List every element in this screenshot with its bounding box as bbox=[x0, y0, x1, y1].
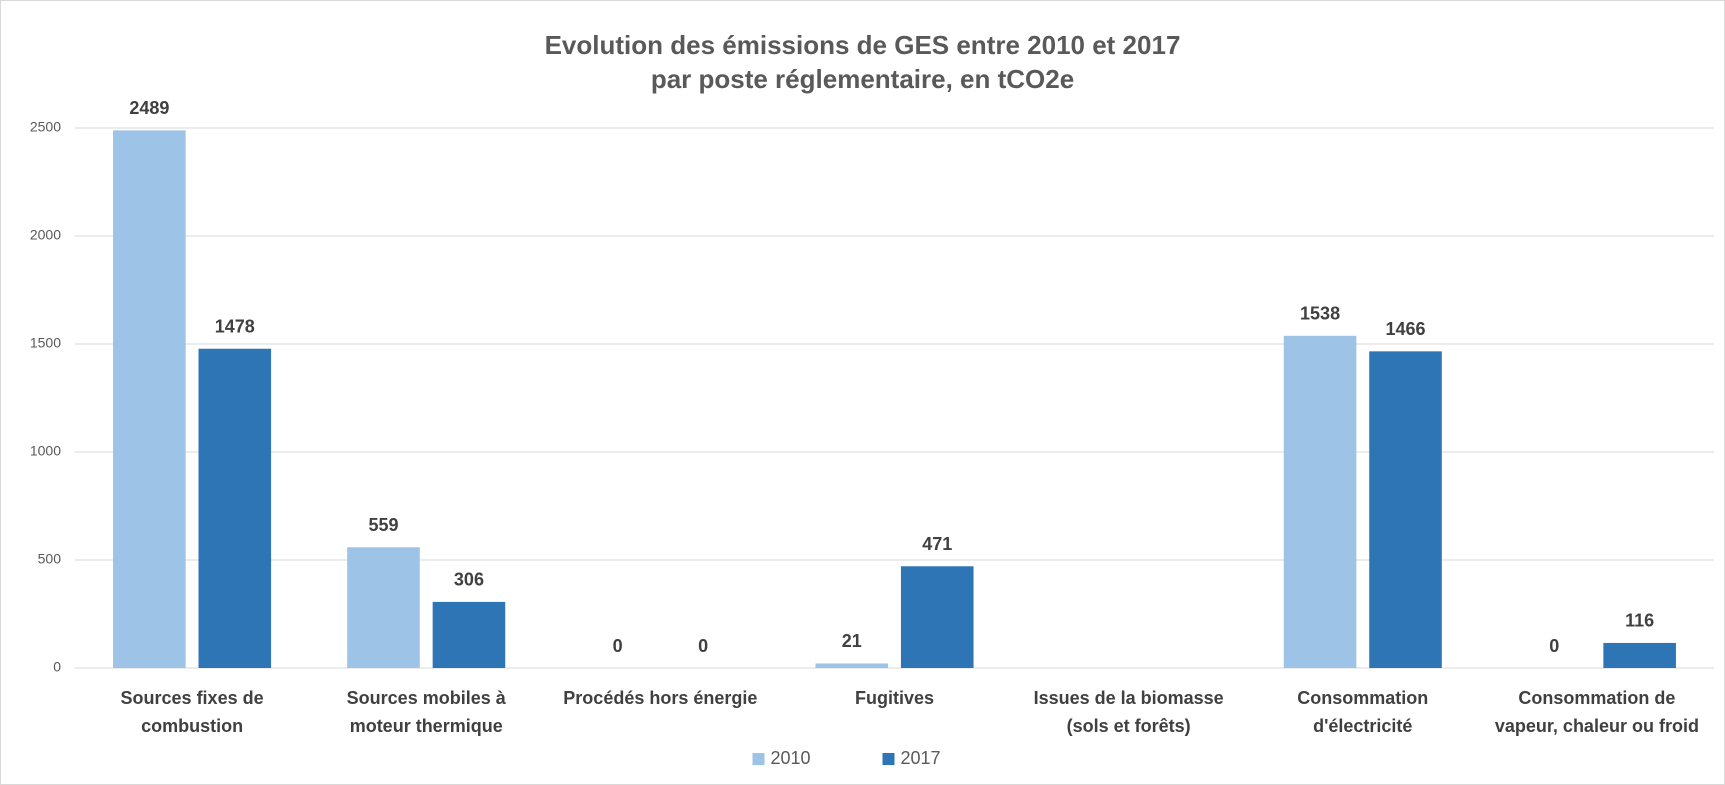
x-tick-label: Consommation de vapeur, chaleur ou froid bbox=[1494, 688, 1699, 736]
bar bbox=[900, 566, 974, 668]
data-label: 0 bbox=[1549, 636, 1559, 656]
x-tick-label: Fugitives bbox=[854, 688, 934, 708]
data-label: 116 bbox=[1625, 611, 1654, 631]
y-tick-label: 500 bbox=[38, 551, 62, 567]
y-tick-label: 2000 bbox=[30, 227, 61, 243]
bar bbox=[432, 601, 506, 668]
data-label: 306 bbox=[454, 570, 484, 590]
bar bbox=[198, 348, 272, 668]
data-label: 2489 bbox=[129, 98, 169, 118]
y-tick-label: 0 bbox=[53, 659, 61, 675]
bar bbox=[1603, 642, 1676, 668]
data-label: 0 bbox=[698, 636, 708, 656]
x-tick-label: Procédés hors énergie bbox=[563, 688, 758, 708]
data-label: 1538 bbox=[1300, 304, 1340, 324]
legend-swatch bbox=[752, 753, 765, 765]
legend-label: 2010 bbox=[771, 748, 811, 768]
data-label: 1478 bbox=[215, 317, 255, 337]
data-label: 471 bbox=[922, 534, 952, 554]
bar bbox=[1369, 351, 1442, 668]
data-label: 0 bbox=[613, 636, 623, 656]
legend-swatch bbox=[882, 753, 895, 765]
bar bbox=[347, 547, 420, 668]
x-tick-label: Sources mobiles à moteur thermique bbox=[346, 688, 506, 736]
legend-label: 2017 bbox=[901, 748, 941, 768]
x-tick-label: Sources fixes de combustion bbox=[120, 688, 264, 736]
y-tick-label: 1500 bbox=[30, 335, 61, 351]
data-label: 1466 bbox=[1385, 319, 1425, 339]
y-tick-label: 1000 bbox=[30, 443, 61, 459]
data-label: 21 bbox=[842, 631, 862, 651]
bar bbox=[815, 663, 889, 668]
y-tick-label: 2500 bbox=[30, 119, 61, 135]
bar bbox=[113, 130, 186, 669]
x-tick-label: Issues de la biomasse (sols et forêts) bbox=[1033, 688, 1224, 736]
x-tick-label: Consommation d'électricité bbox=[1297, 688, 1429, 736]
chart-title: Evolution des émissions de GES entre 201… bbox=[544, 30, 1181, 94]
bar bbox=[1283, 335, 1357, 668]
data-label: 559 bbox=[368, 515, 398, 535]
